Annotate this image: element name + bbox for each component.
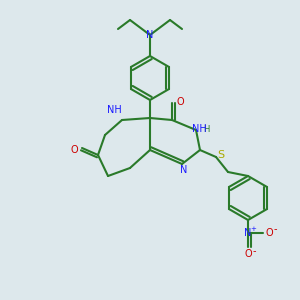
Text: H: H xyxy=(203,124,209,134)
Text: NH: NH xyxy=(192,124,206,134)
Text: N: N xyxy=(244,228,252,238)
Text: NH: NH xyxy=(106,105,122,115)
Text: N: N xyxy=(146,30,154,40)
Text: -: - xyxy=(252,246,256,256)
Text: S: S xyxy=(218,150,225,160)
Text: O: O xyxy=(265,228,273,238)
Text: O: O xyxy=(244,249,252,259)
Text: -: - xyxy=(273,224,277,234)
Text: N: N xyxy=(180,165,188,175)
Text: O: O xyxy=(70,145,78,155)
Text: +: + xyxy=(250,226,256,232)
Text: O: O xyxy=(176,97,184,107)
